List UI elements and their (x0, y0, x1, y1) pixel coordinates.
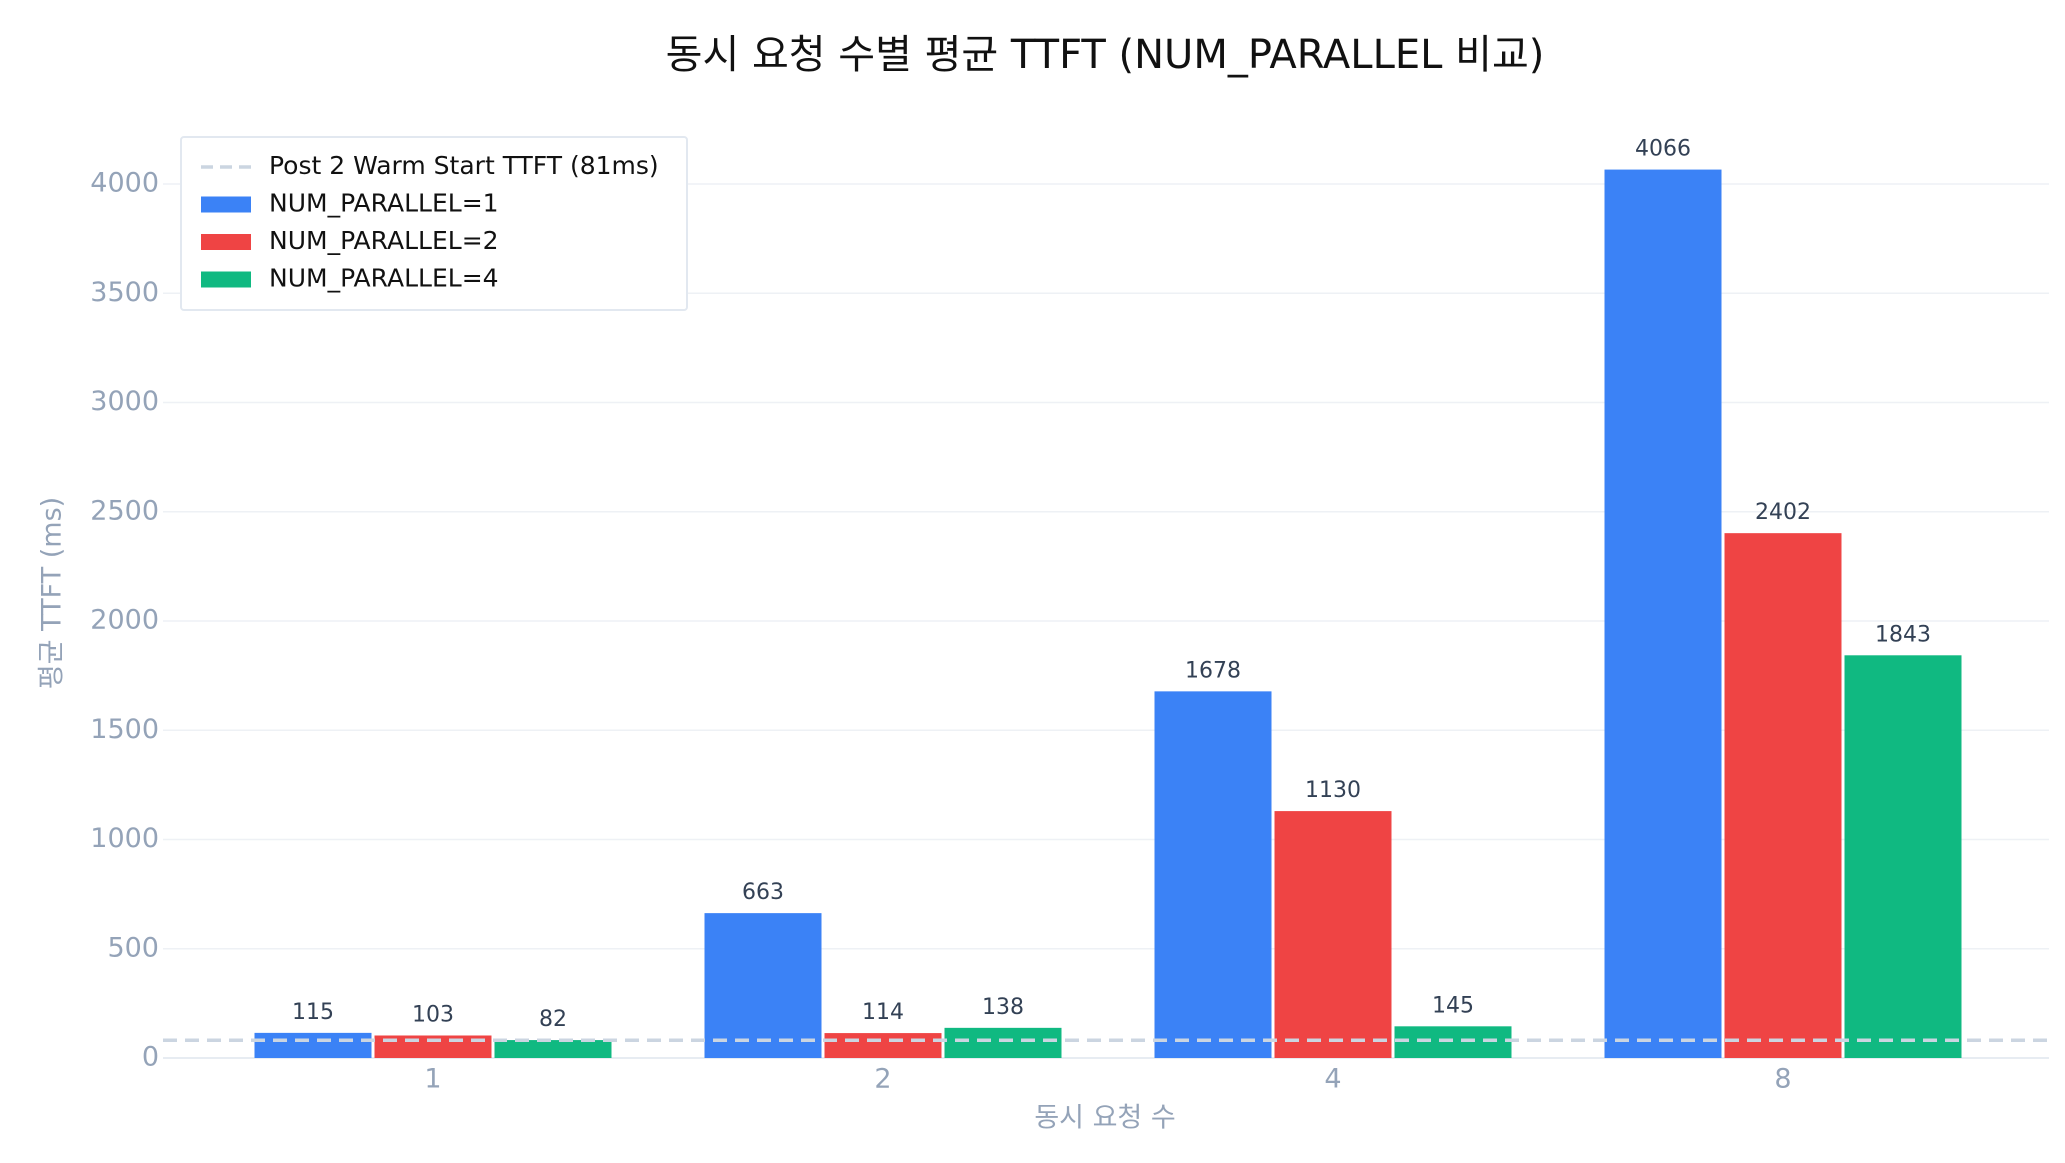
bar (1724, 533, 1842, 1058)
value-label: 663 (742, 880, 784, 905)
value-label: 1130 (1305, 778, 1361, 803)
y-tick-label: 3500 (90, 277, 159, 308)
y-tick-label: 2500 (90, 495, 159, 526)
y-tick-label: 0 (142, 1042, 159, 1073)
x-tick-label: 1 (424, 1064, 441, 1095)
bar (1394, 1026, 1512, 1058)
legend-label: NUM_PARALLEL=2 (269, 226, 499, 255)
y-tick-label: 1000 (90, 823, 159, 854)
y-tick-label: 3000 (90, 386, 159, 417)
x-tick-label: 2 (874, 1064, 891, 1095)
legend-label: Post 2 Warm Start TTFT (81ms) (269, 151, 659, 180)
bar (944, 1027, 1062, 1058)
y-tick-label: 1500 (90, 714, 159, 745)
bar (1154, 691, 1272, 1058)
chart-title: 동시 요청 수별 평균 TTFT (NUM_PARALLEL 비교) (666, 32, 1545, 78)
bar (494, 1040, 612, 1058)
value-label: 114 (862, 1000, 904, 1025)
value-label: 1843 (1875, 622, 1931, 647)
y-tick-label: 2000 (90, 605, 159, 636)
legend-label: NUM_PARALLEL=4 (269, 264, 499, 293)
legend-box (180, 136, 688, 311)
y-axis-label: 평균 TTFT (ms) (37, 497, 68, 689)
value-label: 2402 (1755, 500, 1811, 525)
x-axis-label: 동시 요청 수 (1034, 1103, 1175, 1134)
y-tick-label: 500 (107, 932, 159, 963)
legend-swatch (201, 234, 251, 250)
bar (704, 913, 822, 1058)
value-label: 138 (982, 995, 1024, 1020)
value-label: 82 (539, 1007, 567, 1032)
x-tick-label: 4 (1324, 1064, 1341, 1095)
value-label: 1678 (1185, 658, 1241, 683)
bar (1274, 811, 1392, 1058)
value-label: 145 (1432, 993, 1474, 1018)
x-tick-label: 8 (1774, 1064, 1791, 1095)
legend-label: NUM_PARALLEL=1 (269, 189, 499, 218)
bar (1604, 169, 1722, 1059)
value-label: 4066 (1635, 137, 1691, 162)
y-tick-label: 4000 (90, 168, 159, 199)
bar (254, 1032, 372, 1058)
legend-swatch (201, 271, 251, 288)
grid (163, 183, 2049, 1059)
value-label: 115 (292, 1000, 334, 1025)
legend-swatch (201, 196, 251, 213)
bar (824, 1033, 942, 1058)
bar (1844, 655, 1962, 1058)
value-label: 103 (412, 1002, 454, 1027)
